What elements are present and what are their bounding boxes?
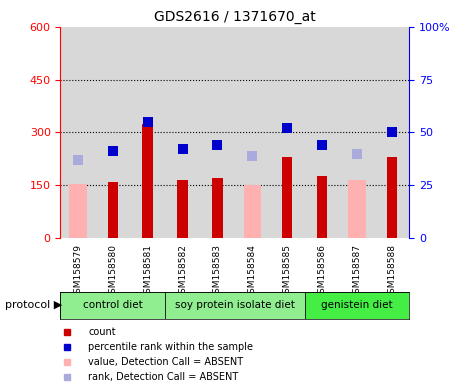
Bar: [60, 292, 165, 319]
Text: percentile rank within the sample: percentile rank within the sample: [88, 342, 253, 352]
Text: soy protein isolate diet: soy protein isolate diet: [175, 300, 295, 310]
Bar: [60, 27, 95, 238]
Bar: [212, 178, 223, 238]
Bar: [95, 27, 130, 238]
Bar: [374, 27, 409, 238]
Bar: [305, 27, 339, 238]
Bar: [142, 124, 153, 238]
Bar: [165, 27, 200, 238]
Text: count: count: [88, 327, 116, 337]
Bar: [339, 27, 374, 238]
Bar: [317, 177, 327, 238]
Text: rank, Detection Call = ABSENT: rank, Detection Call = ABSENT: [88, 372, 239, 382]
Bar: [107, 182, 118, 238]
Bar: [244, 185, 261, 238]
Text: protocol ▶: protocol ▶: [5, 300, 62, 310]
Bar: [177, 180, 188, 238]
Bar: [69, 184, 86, 238]
Bar: [348, 180, 365, 238]
Bar: [130, 27, 165, 238]
Text: genistein diet: genistein diet: [321, 300, 393, 310]
Bar: [200, 27, 235, 238]
Bar: [235, 27, 270, 238]
Title: GDS2616 / 1371670_at: GDS2616 / 1371670_at: [154, 10, 316, 25]
Bar: [270, 27, 305, 238]
Bar: [305, 292, 409, 319]
Bar: [386, 157, 397, 238]
Text: value, Detection Call = ABSENT: value, Detection Call = ABSENT: [88, 357, 244, 367]
Bar: [282, 157, 292, 238]
Text: control diet: control diet: [83, 300, 143, 310]
Bar: [165, 292, 305, 319]
